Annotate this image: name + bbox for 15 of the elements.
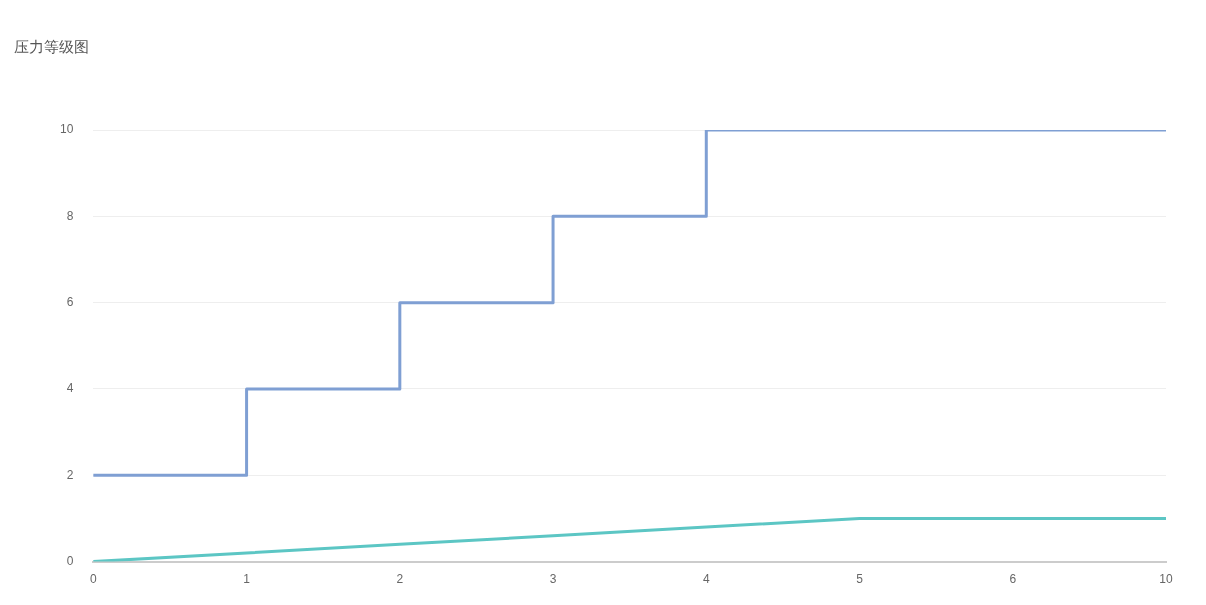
y-tick-label: 10 [59,122,74,137]
x-tick-label: 5 [856,572,864,587]
x-tick-label: 10 [1159,572,1173,587]
x-tick-label: 1 [243,572,251,587]
y-tick-label: 6 [66,294,74,309]
x-tick-label: 3 [549,572,557,587]
y-tick-label: 0 [66,553,74,568]
x-tick-label: 4 [702,572,710,587]
chart-title: 压力等级图 [14,38,89,57]
y-tick-label: 8 [66,208,74,223]
x-tick-label: 0 [90,572,97,587]
x-tick-label: 2 [396,572,404,587]
y-tick-label: 2 [66,467,74,482]
x-tick-label: 6 [1009,572,1017,587]
y-tick-label: 4 [66,381,74,396]
